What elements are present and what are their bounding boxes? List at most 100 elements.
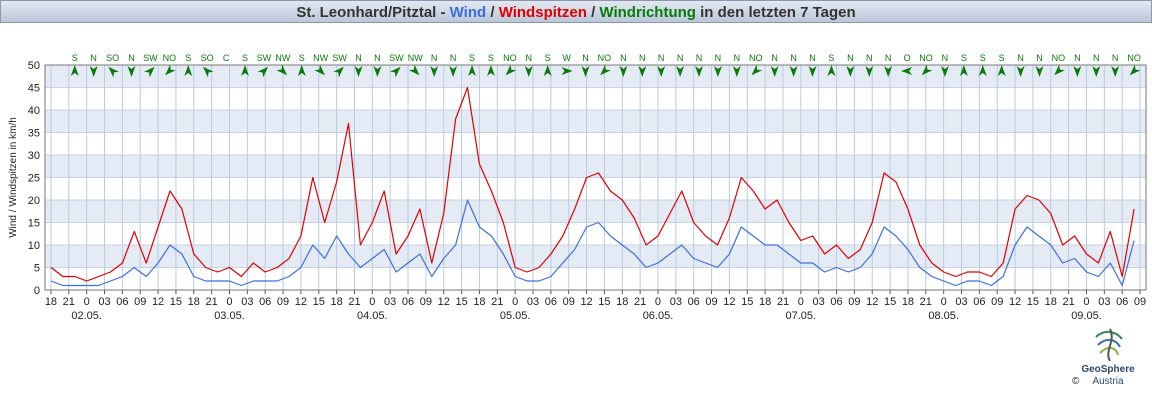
x-tick-label: 06 — [116, 296, 128, 308]
direction-label: N — [1017, 53, 1024, 63]
direction-label: NO — [1127, 53, 1141, 63]
x-tick-label: 0 — [369, 296, 375, 308]
x-tick-label: 0 — [84, 296, 90, 308]
x-tick-label: 21 — [491, 296, 503, 308]
x-tick-label: 03 — [241, 296, 253, 308]
logo: GeoSphere Austria © — [1072, 328, 1135, 387]
x-tick-label: 18 — [45, 296, 57, 308]
direction-arrow — [865, 66, 874, 77]
direction-label: S — [299, 53, 305, 63]
x-tick-label: 03 — [670, 296, 682, 308]
x-tick-label: 0 — [1083, 296, 1089, 308]
direction-label: W — [562, 53, 571, 63]
plot-frame — [44, 64, 1147, 291]
x-tick-label: 18 — [1045, 296, 1057, 308]
direction-arrow — [884, 66, 893, 77]
y-tick-label: 5 — [34, 263, 40, 275]
direction-label: N — [809, 53, 816, 63]
y-tick-label: 30 — [28, 150, 40, 162]
x-tick-label: 09 — [848, 296, 860, 308]
x-tick-label: 06 — [402, 296, 414, 308]
copyright: © — [1072, 376, 1080, 387]
direction-label: NO — [163, 53, 177, 63]
x-tick-label: 0 — [512, 296, 518, 308]
direction-label: NO — [598, 53, 612, 63]
x-tick-label: 21 — [63, 296, 75, 308]
logo-icon — [1095, 328, 1123, 362]
direction-arrow — [408, 64, 420, 76]
direction-label: SW — [143, 53, 158, 63]
direction-label: NW — [275, 53, 290, 63]
direction-arrow — [581, 66, 590, 77]
direction-arrow — [732, 66, 741, 77]
direction-label: S — [961, 53, 967, 63]
direction-label: N — [639, 53, 646, 63]
direction-arrow — [600, 64, 611, 76]
direction-label: S — [469, 53, 475, 63]
direction-label: NO — [503, 53, 517, 63]
direction-arrow — [846, 66, 855, 77]
direction-label: S — [999, 53, 1005, 63]
direction-arrow — [354, 66, 363, 77]
x-tick-label: 18 — [330, 296, 342, 308]
direction-arrow — [770, 66, 779, 77]
x-tick-label: 0 — [941, 296, 947, 308]
direction-arrow — [468, 65, 477, 76]
logo-swirl — [1099, 347, 1119, 356]
title-part: / — [587, 4, 600, 21]
date-label: 09.05. — [1071, 310, 1102, 322]
direction-label: N — [696, 53, 703, 63]
x-tick-label: 18 — [759, 296, 771, 308]
date-label: 03.05. — [214, 310, 245, 322]
x-tick-label: 03 — [1098, 296, 1110, 308]
y-tick-label: 15 — [28, 218, 40, 230]
x-tick-label: 21 — [777, 296, 789, 308]
date-label: 07.05. — [786, 310, 817, 322]
direction-arrow — [676, 66, 685, 77]
y-tick-label: 20 — [28, 195, 40, 207]
date-label: 05.05. — [500, 310, 531, 322]
title-part: in den letzten 7 Tagen — [696, 4, 856, 21]
direction-label: NO — [1052, 53, 1066, 63]
direction-label: N — [1112, 53, 1119, 63]
direction-arrow — [314, 64, 325, 76]
x-tick-label: 09 — [1134, 296, 1146, 308]
direction-arrow — [959, 65, 968, 76]
direction-label: N — [450, 53, 457, 63]
direction-arrow — [713, 66, 722, 77]
y-tick-label: 10 — [28, 240, 40, 252]
direction-arrow — [827, 65, 836, 76]
direction-label: SW — [332, 53, 347, 63]
direction-label: N — [355, 53, 362, 63]
grid-band — [45, 155, 1146, 178]
x-tick-label: 15 — [1027, 296, 1039, 308]
direction-label: NO — [919, 53, 933, 63]
direction-arrow — [389, 66, 401, 78]
direction-arrow — [70, 65, 79, 76]
date-label: 06.05. — [643, 310, 674, 322]
title-part: St. Leonhard/Pitztal - — [296, 4, 449, 21]
x-tick-label: 09 — [277, 296, 289, 308]
grid-band — [45, 245, 1146, 268]
direction-label: N — [677, 53, 684, 63]
direction-label: N — [847, 53, 854, 63]
direction-label: N — [1074, 53, 1081, 63]
x-tick-label: 12 — [580, 296, 592, 308]
direction-label: N — [790, 53, 797, 63]
direction-arrow — [127, 66, 136, 77]
direction-label: S — [488, 53, 494, 63]
x-tick-label: 12 — [152, 296, 164, 308]
x-tick-label: 03 — [98, 296, 110, 308]
direction-label: N — [771, 53, 778, 63]
direction-arrow — [921, 64, 933, 76]
direction-arrow — [1092, 66, 1101, 77]
x-tick-label: 12 — [1009, 296, 1021, 308]
x-tick-label: 03 — [955, 296, 967, 308]
direction-arrow — [789, 66, 798, 77]
direction-arrow — [505, 64, 517, 76]
x-tick-label: 06 — [973, 296, 985, 308]
direction-label: N — [734, 53, 741, 63]
x-tick-label: 12 — [438, 296, 450, 308]
direction-arrow — [184, 65, 193, 76]
